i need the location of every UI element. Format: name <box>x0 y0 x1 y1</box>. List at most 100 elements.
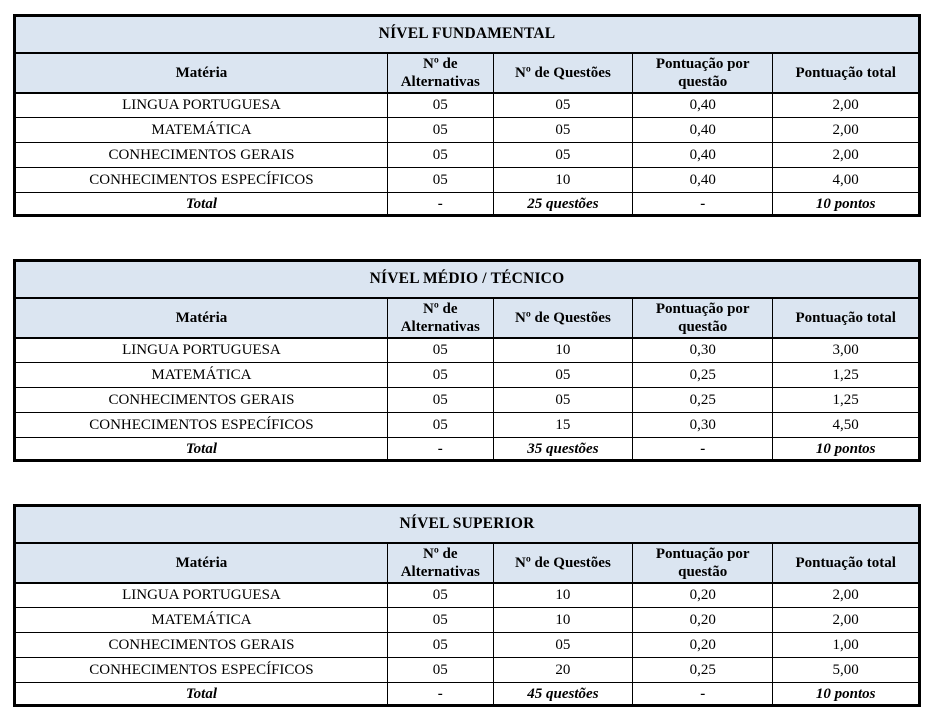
value-cell: 05 <box>492 92 634 118</box>
column-header-pontuacao-total: Pontuação total <box>772 542 920 584</box>
column-header-pontuacao-questao: Pontuação por questão <box>632 297 774 339</box>
value-cell: 05 <box>386 582 494 608</box>
value-cell: 0,25 <box>632 657 774 683</box>
table-title-row: NÍVEL FUNDAMENTAL <box>14 15 920 54</box>
column-header-row: Matéria Nº de Alternativas Nº de Questõe… <box>14 542 920 584</box>
value-cell: 0,25 <box>632 387 774 413</box>
total-dash: - <box>386 682 494 706</box>
value-cell: 05 <box>386 92 494 118</box>
value-cell: 1,25 <box>772 387 920 413</box>
subject-cell: CONHECIMENTOS ESPECÍFICOS <box>14 167 388 193</box>
value-cell: 2,00 <box>772 607 920 633</box>
value-cell: 0,40 <box>632 92 774 118</box>
column-header-questoes: Nº de Questões <box>492 52 634 94</box>
subject-cell: CONHECIMENTOS ESPECÍFICOS <box>14 657 388 683</box>
value-cell: 0,30 <box>632 337 774 363</box>
nivel-fundamental-table: NÍVEL FUNDAMENTAL Matéria Nº de Alternat… <box>13 14 921 217</box>
value-cell: 10 <box>492 167 634 193</box>
subject-cell: CONHECIMENTOS GERAIS <box>14 142 388 168</box>
value-cell: 1,00 <box>772 632 920 658</box>
column-header-pontuacao-total: Pontuação total <box>772 297 920 339</box>
value-cell: 2,00 <box>772 142 920 168</box>
value-cell: 05 <box>386 387 494 413</box>
value-cell: 2,00 <box>772 582 920 608</box>
value-cell: 3,00 <box>772 337 920 363</box>
nivel-superior-table: NÍVEL SUPERIOR Matéria Nº de Alternativa… <box>13 504 921 707</box>
total-dash: - <box>632 192 774 216</box>
total-label: Total <box>14 192 388 216</box>
subject-cell: MATEMÁTICA <box>14 362 388 388</box>
subject-cell: MATEMÁTICA <box>14 117 388 143</box>
value-cell: 05 <box>492 632 634 658</box>
nivel-medio-tecnico-table: NÍVEL MÉDIO / TÉCNICO Matéria Nº de Alte… <box>13 259 921 462</box>
subject-cell: LINGUA PORTUGUESA <box>14 92 388 118</box>
column-header-alternativas: Nº de Alternativas <box>386 52 494 94</box>
value-cell: 05 <box>386 142 494 168</box>
value-cell: 0,20 <box>632 582 774 608</box>
total-dash: - <box>386 437 494 461</box>
column-header-row: Matéria Nº de Alternativas Nº de Questõe… <box>14 52 920 94</box>
value-cell: 05 <box>386 607 494 633</box>
value-cell: 0,30 <box>632 412 774 438</box>
value-cell: 05 <box>386 412 494 438</box>
column-header-pontuacao-total: Pontuação total <box>772 52 920 94</box>
total-points: 10 pontos <box>772 437 920 461</box>
table-row: CONHECIMENTOS GERAIS 05 05 0,20 1,00 <box>14 632 920 658</box>
value-cell: 2,00 <box>772 117 920 143</box>
subject-cell: CONHECIMENTOS ESPECÍFICOS <box>14 412 388 438</box>
value-cell: 05 <box>386 362 494 388</box>
table-title: NÍVEL SUPERIOR <box>14 505 920 544</box>
table-row: CONHECIMENTOS ESPECÍFICOS 05 10 0,40 4,0… <box>14 167 920 193</box>
subject-cell: CONHECIMENTOS GERAIS <box>14 632 388 658</box>
value-cell: 0,25 <box>632 362 774 388</box>
table-row: CONHECIMENTOS GERAIS 05 05 0,25 1,25 <box>14 387 920 413</box>
total-questions: 45 questões <box>492 682 634 706</box>
column-header-materia: Matéria <box>14 542 388 584</box>
total-row: Total - 45 questões - 10 pontos <box>14 682 920 706</box>
value-cell: 0,40 <box>632 117 774 143</box>
value-cell: 4,50 <box>772 412 920 438</box>
table-title-row: NÍVEL MÉDIO / TÉCNICO <box>14 260 920 299</box>
value-cell: 10 <box>492 582 634 608</box>
value-cell: 05 <box>492 362 634 388</box>
subject-cell: MATEMÁTICA <box>14 607 388 633</box>
total-dash: - <box>632 682 774 706</box>
value-cell: 05 <box>492 387 634 413</box>
value-cell: 1,25 <box>772 362 920 388</box>
value-cell: 05 <box>386 632 494 658</box>
total-questions: 25 questões <box>492 192 634 216</box>
value-cell: 05 <box>492 117 634 143</box>
total-label: Total <box>14 437 388 461</box>
value-cell: 2,00 <box>772 92 920 118</box>
table-row: CONHECIMENTOS GERAIS 05 05 0,40 2,00 <box>14 142 920 168</box>
value-cell: 05 <box>386 337 494 363</box>
column-header-alternativas: Nº de Alternativas <box>386 542 494 584</box>
table-row: LINGUA PORTUGUESA 05 10 0,30 3,00 <box>14 337 920 363</box>
total-questions: 35 questões <box>492 437 634 461</box>
value-cell: 4,00 <box>772 167 920 193</box>
column-header-alternativas: Nº de Alternativas <box>386 297 494 339</box>
value-cell: 05 <box>386 657 494 683</box>
subject-cell: CONHECIMENTOS GERAIS <box>14 387 388 413</box>
table-title: NÍVEL MÉDIO / TÉCNICO <box>14 260 920 299</box>
column-header-row: Matéria Nº de Alternativas Nº de Questõe… <box>14 297 920 339</box>
column-header-questoes: Nº de Questões <box>492 297 634 339</box>
total-dash: - <box>386 192 494 216</box>
total-row: Total - 35 questões - 10 pontos <box>14 437 920 461</box>
total-dash: - <box>632 437 774 461</box>
subject-cell: LINGUA PORTUGUESA <box>14 337 388 363</box>
column-header-pontuacao-questao: Pontuação por questão <box>632 542 774 584</box>
value-cell: 10 <box>492 607 634 633</box>
table-row: MATEMÁTICA 05 05 0,25 1,25 <box>14 362 920 388</box>
total-points: 10 pontos <box>772 682 920 706</box>
value-cell: 0,40 <box>632 167 774 193</box>
total-points: 10 pontos <box>772 192 920 216</box>
column-header-materia: Matéria <box>14 52 388 94</box>
table-row: LINGUA PORTUGUESA 05 05 0,40 2,00 <box>14 92 920 118</box>
value-cell: 0,40 <box>632 142 774 168</box>
table-row: CONHECIMENTOS ESPECÍFICOS 05 15 0,30 4,5… <box>14 412 920 438</box>
value-cell: 0,20 <box>632 632 774 658</box>
value-cell: 0,20 <box>632 607 774 633</box>
value-cell: 05 <box>386 117 494 143</box>
